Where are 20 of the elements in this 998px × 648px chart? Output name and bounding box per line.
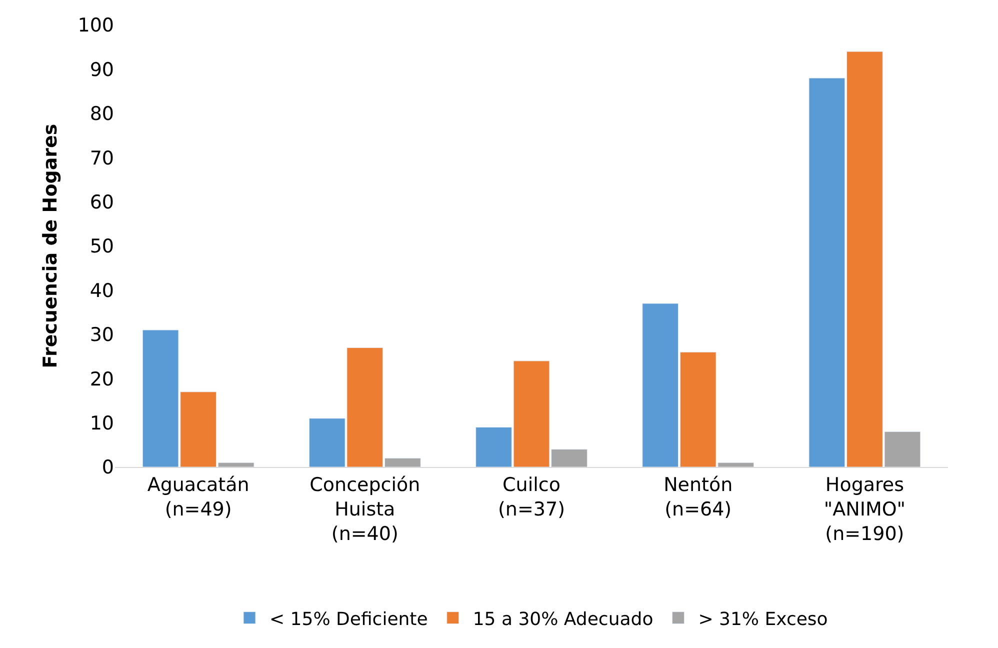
x-tick-label: Cuilco (n=37) (498, 474, 565, 520)
y-tick-label: 0 (102, 456, 114, 479)
y-tick-label: 80 (90, 103, 114, 126)
legend-label: 15 a 30% Adecuado (472, 608, 654, 630)
x-tick-label: Aguacatán (n=49) (147, 474, 250, 520)
y-tick-label: 50 (90, 236, 114, 258)
y-tick-label: 100 (78, 14, 114, 37)
y-tick-label: 60 (90, 191, 114, 214)
y-tick-label: 20 (90, 368, 114, 390)
legend-label: < 15% Deficiente (270, 608, 428, 630)
x-tick-label: Nentón (n=64) (664, 474, 733, 520)
x-tick-label: Hogares "ANIMO" (n=190) (824, 474, 906, 546)
legend-label: > 31% Exceso (698, 608, 828, 630)
y-tick-label: 40 (90, 280, 114, 302)
y-tick-label: 30 (90, 324, 114, 346)
y-tick-label: 70 (90, 147, 114, 170)
y-tick-label: 10 (90, 412, 114, 434)
y-tick-label: 90 (90, 58, 114, 81)
y-axis-title: Frecuencia de Hogares (40, 124, 62, 368)
x-tick-label: Concepción Huista (n=40) (310, 474, 420, 546)
